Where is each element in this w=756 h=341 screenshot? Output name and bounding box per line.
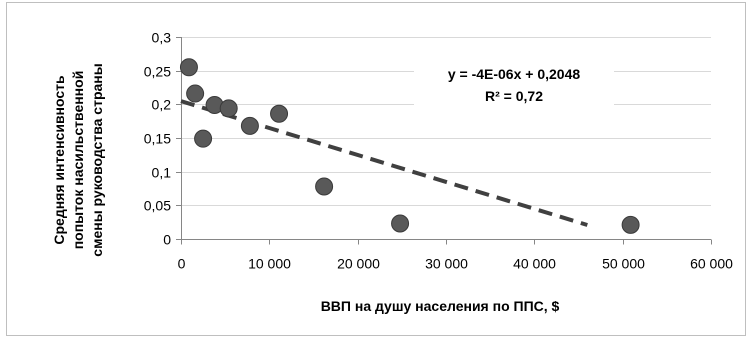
data-point — [391, 214, 410, 233]
data-point — [270, 104, 289, 123]
data-point — [219, 99, 238, 118]
y-axis-title-line-1: Средняя интенсивность — [51, 75, 67, 245]
y-tick-label: 0,2 — [152, 97, 172, 113]
x-tick-label: 20 000 — [337, 256, 380, 272]
y-tick-label: 0,25 — [144, 64, 171, 80]
data-point — [315, 177, 334, 196]
y-axis-title-line-2: попыток насильственной — [70, 71, 86, 250]
x-axis-title: ВВП на душу населения по ППС, $ — [321, 298, 560, 314]
x-tick-labels: 0 10 000 20 000 30 000 40 000 50 000 60 000 — [178, 256, 734, 272]
data-points — [179, 58, 640, 234]
data-point — [240, 116, 259, 135]
data-point — [186, 84, 205, 103]
x-tick-label: 0 — [178, 256, 186, 272]
x-tick-label: 60 000 — [690, 256, 733, 272]
y-tick-label: 0,3 — [152, 30, 172, 46]
y-tick-label: 0,15 — [144, 131, 171, 147]
y-axis-title-line-3: смены руководства страны — [89, 63, 105, 256]
y-tick-label: 0,1 — [152, 165, 172, 181]
annotation-box — [414, 53, 614, 105]
data-point — [179, 58, 198, 77]
y-axis-title: Средняя интенсивность попыток насильстве… — [51, 63, 105, 256]
trendline-equation: y = -4E-06x + 0,2048 — [448, 66, 581, 82]
y-tick-labels: 0 0,05 0,1 0,15 0,2 0,25 0,3 — [144, 30, 171, 248]
x-tick-label: 10 000 — [248, 256, 291, 272]
chart-frame — [6, 2, 746, 336]
data-point — [194, 129, 213, 148]
trendline — [180, 99, 588, 227]
trendline-group — [180, 99, 588, 227]
y-tick-label: 0 — [163, 232, 171, 248]
x-tick-label: 30 000 — [425, 256, 468, 272]
data-point — [621, 215, 640, 234]
r-squared-label: R² = 0,72 — [485, 88, 543, 104]
x-tick-label: 40 000 — [513, 256, 556, 272]
x-tick-label: 50 000 — [602, 256, 645, 272]
y-tick-label: 0,05 — [144, 198, 171, 214]
